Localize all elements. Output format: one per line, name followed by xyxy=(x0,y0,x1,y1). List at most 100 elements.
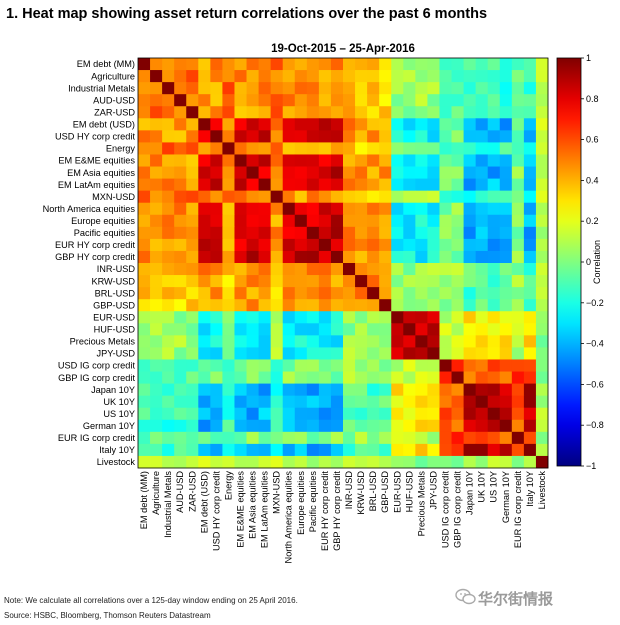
heatmap-cell xyxy=(138,431,151,445)
heatmap-cell xyxy=(439,154,452,167)
heatmap-cell xyxy=(367,395,380,409)
heatmap-cell xyxy=(210,226,223,240)
heatmap-cell xyxy=(355,154,368,167)
heatmap-cell xyxy=(174,58,187,71)
heatmap-cell xyxy=(415,311,428,324)
heatmap-cell xyxy=(403,395,416,409)
watermark: 华尔街情报 xyxy=(478,591,554,608)
heatmap-cell xyxy=(355,275,368,288)
heatmap-cell xyxy=(222,106,235,119)
heatmap-cell xyxy=(427,359,440,372)
heatmap-cell xyxy=(415,166,428,179)
heatmap-cell xyxy=(439,118,452,131)
heatmap-cell xyxy=(475,226,489,240)
heatmap-cell xyxy=(451,275,464,288)
heatmap-cell xyxy=(198,287,211,300)
y-tick-label: North America equities xyxy=(43,204,136,214)
heatmap-cell xyxy=(186,323,199,336)
heatmap-cell xyxy=(487,118,501,131)
heatmap-cell xyxy=(162,154,175,167)
heatmap-cell xyxy=(367,263,380,276)
x-tick-label: Precious Metals xyxy=(416,471,426,537)
heatmap-cell xyxy=(511,347,525,360)
heatmap-cell xyxy=(138,311,151,324)
heatmap-cell xyxy=(415,335,428,348)
heatmap-cell xyxy=(138,202,151,216)
heatmap-cell xyxy=(403,347,416,360)
heatmap-cell xyxy=(367,214,380,228)
heatmap-cell xyxy=(415,299,428,312)
heatmap-cell xyxy=(270,347,284,360)
heatmap-cell xyxy=(138,359,151,372)
heatmap-cell xyxy=(222,214,235,228)
heatmap-cell xyxy=(234,118,247,131)
y-tick-label: BRL-USD xyxy=(95,288,136,298)
heatmap-cell xyxy=(355,82,368,95)
heatmap-cell xyxy=(210,287,223,300)
heatmap-cell xyxy=(282,383,296,397)
heatmap-cell xyxy=(186,58,199,71)
heatmap-cell xyxy=(258,323,272,336)
heatmap-cell xyxy=(439,455,452,469)
heatmap-cell xyxy=(186,347,199,360)
heatmap-cell xyxy=(451,202,464,216)
x-tick-label: EUR-USD xyxy=(392,471,402,513)
heatmap-cell xyxy=(379,275,392,288)
heatmap-cell xyxy=(475,82,489,95)
heatmap-cell xyxy=(403,94,416,107)
heatmap-cell xyxy=(162,371,175,384)
heatmap-cell xyxy=(318,299,332,312)
heatmap-cell xyxy=(318,142,332,155)
heatmap-cell xyxy=(367,82,380,95)
heatmap-cell xyxy=(511,214,525,228)
heatmap-cell xyxy=(330,371,344,384)
heatmap-cell xyxy=(234,371,247,384)
heatmap-cell xyxy=(427,130,440,143)
heatmap-cell xyxy=(138,166,151,179)
heatmap-cell xyxy=(198,154,211,167)
heatmap-cell xyxy=(270,190,284,204)
colorbar-tick-label: 1 xyxy=(586,53,591,63)
x-tick-label: Italy 10Y xyxy=(525,471,535,507)
heatmap-cell xyxy=(403,431,416,445)
heatmap-cell xyxy=(451,347,464,360)
y-tick-label: Japan 10Y xyxy=(91,385,135,395)
plot-border xyxy=(137,57,549,469)
heatmap-cell xyxy=(535,335,549,348)
heatmap-cell xyxy=(427,250,440,264)
heatmap-cell xyxy=(162,335,175,348)
heatmap-cell xyxy=(403,58,416,71)
heatmap-cell xyxy=(306,263,320,276)
heatmap-cell xyxy=(355,70,368,83)
heatmap-cell xyxy=(391,455,404,469)
heatmap-cell xyxy=(487,275,501,288)
heatmap-cell xyxy=(270,299,284,312)
heatmap-cell xyxy=(138,263,151,276)
heatmap-cell xyxy=(210,130,223,143)
heatmap-cell xyxy=(222,323,235,336)
heatmap-cell xyxy=(270,202,284,216)
heatmap-cell xyxy=(318,70,332,83)
heatmap-cell xyxy=(258,335,272,348)
x-tick-label: Energy xyxy=(223,471,233,501)
x-tick-label: USD HY corp credit xyxy=(211,471,221,551)
heatmap-cell xyxy=(234,214,247,228)
heatmap-cell xyxy=(499,383,513,397)
heatmap-cell xyxy=(343,178,356,192)
heatmap-cell xyxy=(222,311,235,324)
heatmap-cell xyxy=(343,94,356,107)
heatmap-cell xyxy=(463,142,477,155)
heatmap-cell xyxy=(162,299,175,312)
heatmap-cell xyxy=(246,287,259,300)
heatmap-cell xyxy=(162,443,175,457)
y-tick-label: GBP HY corp credit xyxy=(55,252,135,262)
heatmap-cell xyxy=(487,250,501,264)
heatmap-cell xyxy=(210,190,223,204)
heatmap-cell xyxy=(511,238,525,252)
heatmap-cell xyxy=(523,407,537,421)
x-tick-label: KRW-USD xyxy=(356,471,366,515)
heatmap-cell xyxy=(198,431,211,445)
heatmap-cell xyxy=(162,383,175,397)
heatmap-cell xyxy=(499,202,513,216)
heatmap-cell xyxy=(294,166,308,179)
